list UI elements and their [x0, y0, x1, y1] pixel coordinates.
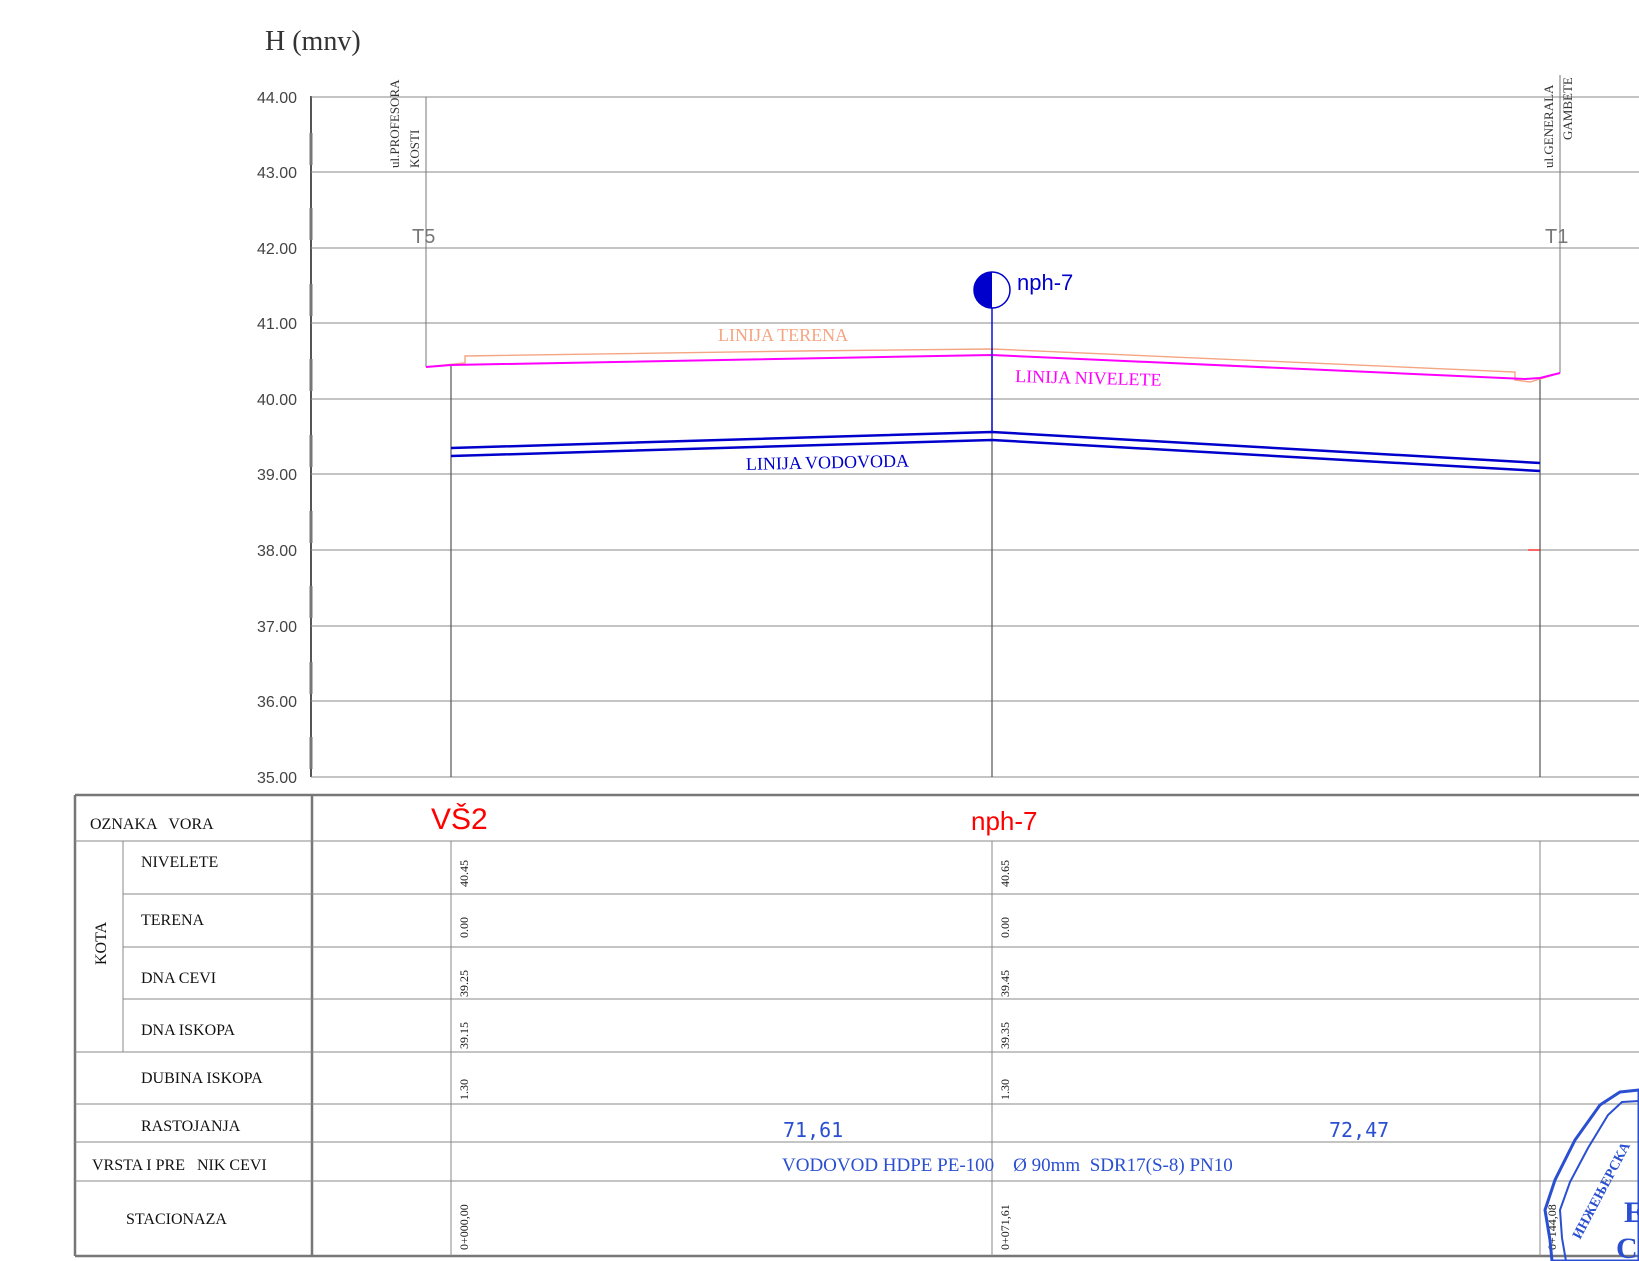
tick-label: 42.00 [257, 241, 297, 258]
row-label-kota: KOTA [93, 921, 110, 965]
pipe-line-bottom [450, 438, 1541, 473]
row-label-pipe-type: VRSTA I PRE NIK CEVI [92, 1157, 267, 1174]
pipe-line-label: LINIJA VODOVODA [746, 451, 910, 474]
table-column-lines [450, 841, 1541, 1256]
stamp-outer-ring [1543, 1088, 1639, 1261]
column-0-values: 40.45 0.00 39.25 39.15 1.30 0+000,00 [457, 860, 471, 1250]
value-trench-depth: 1.30 [457, 1079, 471, 1100]
elevation-tick-labels: 44.00 43.00 42.00 41.00 40.00 39.00 38.0… [257, 90, 297, 787]
value-pipe-bottom: 39.45 [998, 970, 1012, 997]
node-name-vs2: VŠ2 [431, 802, 488, 836]
right-street-label: ul.GENERALA GAMBETE [1541, 77, 1575, 168]
street-name-right-2: GAMBETE [1560, 77, 1575, 140]
table-row-labels: OZNAKA VORA KOTA NIVELETE TERENA DNA CEV… [90, 816, 267, 1228]
pipe-description: VODOVOD HDPE PE-100 Ø 90mm SDR17(S-8) PN… [782, 1155, 1233, 1176]
tick-label: 39.00 [257, 467, 297, 484]
hydrant-symbol [973, 271, 1011, 432]
value-station: 0+000,00 [457, 1204, 471, 1250]
column-1-values: 40.65 0.00 39.45 39.35 1.30 0+071,61 [998, 860, 1012, 1250]
row-label-pipe-bottom: DNA CEVI [141, 970, 216, 987]
value-grade: 40.45 [457, 860, 471, 887]
hydrant-half-fill [974, 272, 992, 308]
value-station: 0+071,61 [998, 1204, 1012, 1250]
street-name-left-1: ul.PROFESORA [387, 79, 402, 168]
stamp-inner-ring [1558, 1099, 1639, 1261]
stamp-letter-2: C [1616, 1232, 1638, 1261]
street-name-right-1: ul.GENERALA [1541, 84, 1556, 168]
row-label-trench-depth: DUBINA ISKOPA [141, 1070, 263, 1087]
grade-line [425, 353, 1561, 381]
row-label-distances: RASTOJANJA [141, 1118, 241, 1135]
grade-line-label: LINIJA NIVELETE [1015, 366, 1162, 390]
row-label-grade: NIVELETE [141, 854, 218, 871]
tick-label: 41.00 [257, 316, 297, 333]
value-grade: 40.65 [998, 860, 1012, 887]
axis-title: H (mnv) [265, 26, 361, 57]
street-name-left-2: KOSTI [407, 130, 422, 168]
tick-label: 35.00 [257, 770, 297, 787]
row-label-terrain: TERENA [141, 912, 205, 929]
company-stamp: ИНЖЕЊЕРСКА E C [1543, 1088, 1639, 1261]
profile-data-table: OZNAKA VORA KOTA NIVELETE TERENA DNA CEV… [73, 793, 1639, 1258]
pipe-line-top [450, 430, 1541, 465]
value-trench-bottom: 39.15 [457, 1022, 471, 1049]
tick-label: 37.00 [257, 619, 297, 636]
value-terrain: 0.00 [457, 917, 471, 938]
tick-label: 40.00 [257, 392, 297, 409]
tick-label: 36.00 [257, 694, 297, 711]
row-label-trench-bottom: DNA ISKOPA [141, 1022, 236, 1039]
row-label-node: OZNAKA VORA [90, 816, 214, 833]
value-terrain: 0.00 [998, 917, 1012, 938]
distance-segment-2: 72,47 [1329, 1118, 1389, 1142]
row-label-station: STACIONAZA [126, 1211, 227, 1228]
left-street-label: ul.PROFESORA KOSTI [387, 79, 422, 168]
hydrant-label: nph-7 [1017, 270, 1073, 295]
tick-label: 43.00 [257, 165, 297, 182]
node-name-nph7: nph-7 [971, 806, 1038, 836]
value-trench-bottom: 39.35 [998, 1022, 1012, 1049]
profile-area: H (mnv) [257, 26, 1639, 787]
point-label-t1: T1 [1545, 226, 1568, 248]
table-row-lines [75, 840, 1639, 1182]
value-trench-depth: 1.30 [998, 1079, 1012, 1100]
point-label-t5: T5 [412, 226, 435, 248]
table-frame [73, 793, 1639, 1258]
distance-segment-1: 71,61 [783, 1118, 843, 1142]
terrain-line-label: LINIJA TERENA [718, 325, 848, 345]
elevation-grid [311, 96, 1639, 778]
terrain-line [425, 348, 1561, 383]
value-pipe-bottom: 39.25 [457, 970, 471, 997]
tick-label: 44.00 [257, 90, 297, 107]
tick-label: 38.00 [257, 543, 297, 560]
stamp-letter-1: E [1624, 1196, 1639, 1229]
